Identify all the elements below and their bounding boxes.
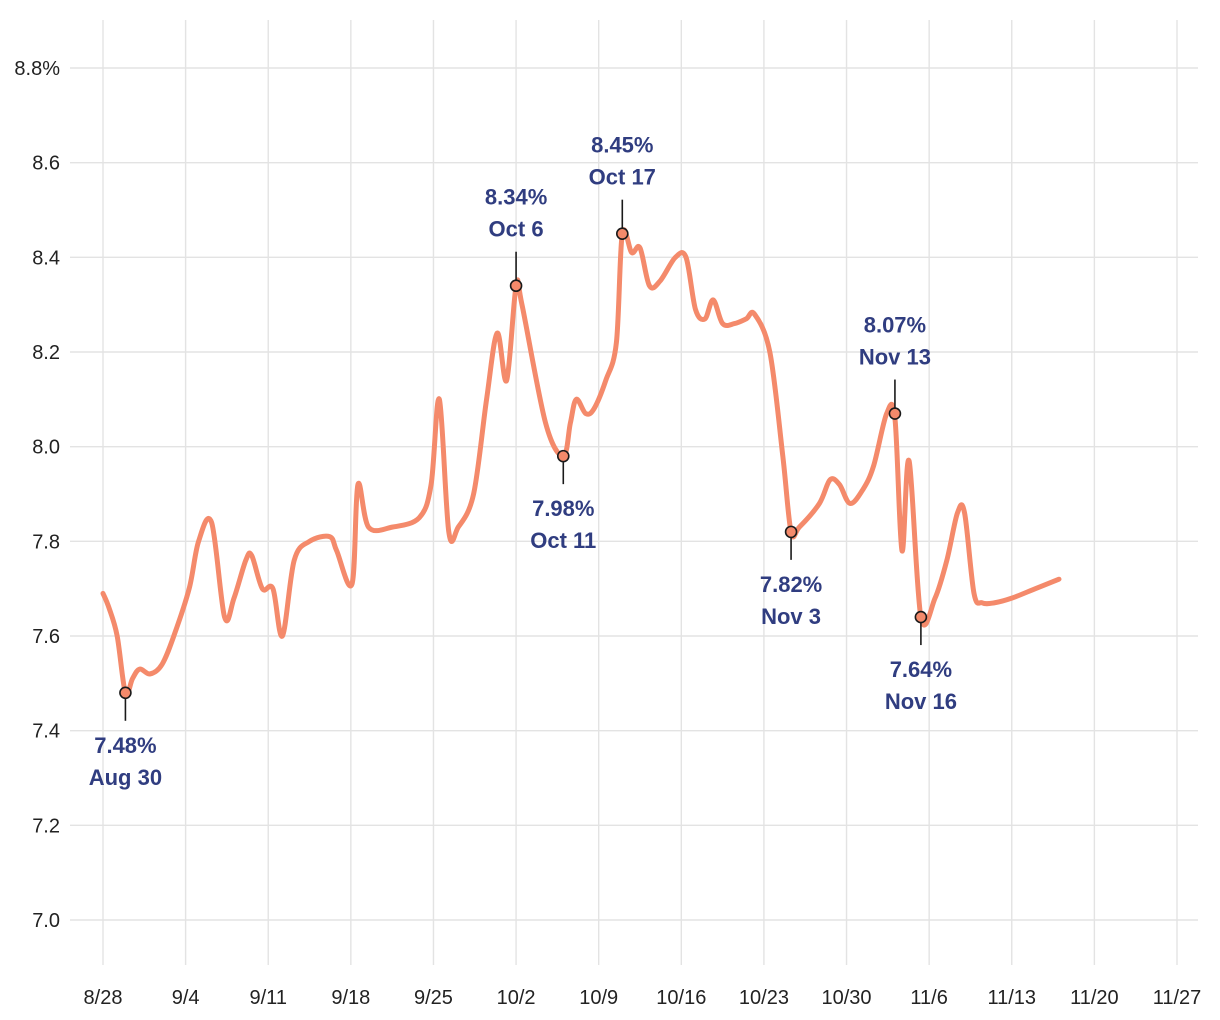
- y-tick-label: 8.8%: [14, 58, 60, 80]
- annotation: 7.82% Nov 3: [760, 525, 822, 629]
- x-tick-label: 10/30: [822, 987, 872, 1009]
- annotation-date: Aug 30: [89, 765, 162, 790]
- annotation-marker: [784, 525, 798, 539]
- x-tick-label: 11/20: [1070, 987, 1119, 1009]
- annotation-marker: [888, 407, 902, 420]
- annotation-value: 7.98%: [532, 496, 594, 521]
- series-line-rate: [100, 227, 1062, 697]
- annotation-marker: [119, 686, 132, 700]
- annotation-marker: [914, 610, 928, 624]
- y-tick-label: 7.2: [32, 815, 60, 837]
- annotation-value: 8.07%: [864, 313, 926, 338]
- annotations: 7.48% Aug 30 8.34% Oct 6 7.98% Oct 11 8.45% Oct…: [89, 133, 957, 790]
- annotation-date: Nov 16: [885, 689, 957, 714]
- y-tick-label: 7.6: [32, 626, 60, 648]
- series-layer: [100, 227, 1062, 697]
- y-tick-label: 8.6: [32, 153, 60, 175]
- x-tick-label: 9/18: [331, 987, 370, 1009]
- x-tick-label: 10/9: [579, 987, 618, 1009]
- annotation: 7.48% Aug 30: [89, 686, 162, 790]
- x-tick-label: 8/28: [84, 987, 123, 1009]
- x-tick-label: 11/27: [1153, 987, 1202, 1009]
- x-tick-label: 11/13: [987, 987, 1036, 1009]
- annotation-value: 7.82%: [760, 572, 822, 597]
- annotation-date: Nov 3: [761, 604, 821, 629]
- y-tick-label: 7.0: [32, 910, 60, 932]
- annotation-marker: [556, 449, 570, 463]
- y-tick-label: 8.0: [32, 437, 60, 459]
- x-tick-label: 9/25: [414, 987, 453, 1009]
- annotation-value: 8.34%: [485, 185, 547, 210]
- annotation-date: Oct 11: [530, 528, 596, 553]
- annotation-value: 7.48%: [94, 733, 156, 758]
- x-tick-label: 10/23: [739, 987, 789, 1009]
- annotation: 7.98% Oct 11: [530, 449, 596, 553]
- y-tick-label: 7.4: [32, 721, 60, 743]
- annotation-date: Oct 17: [589, 165, 656, 190]
- grid-lines: [70, 20, 1198, 965]
- axis-labels: 7.0 7.2 7.4 7.6 7.8 8.0 8.2 8.4 8.6 8.8% 8/28 9/4 9/…: [14, 58, 1201, 1009]
- x-tick-label: 9/11: [250, 987, 287, 1009]
- annotation-value: 7.64%: [890, 657, 952, 682]
- x-tick-label: 11/6: [910, 987, 947, 1009]
- annotation: 8.34% Oct 6: [485, 185, 547, 293]
- y-tick-label: 8.4: [32, 247, 60, 269]
- x-tick-label: 9/4: [172, 987, 200, 1009]
- y-tick-label: 8.2: [32, 342, 60, 364]
- annotation: 8.07% Nov 13: [859, 313, 931, 420]
- x-tick-label: 10/2: [497, 987, 536, 1009]
- annotation-marker: [615, 227, 629, 240]
- annotation: 8.45% Oct 17: [589, 133, 656, 240]
- annotation-date: Nov 13: [859, 345, 931, 370]
- annotation-value: 8.45%: [591, 133, 653, 158]
- annotation-date: Oct 6: [489, 217, 544, 242]
- x-tick-label: 10/16: [656, 987, 706, 1009]
- annotation-marker: [509, 279, 523, 293]
- annotation: 7.64% Nov 16: [885, 610, 957, 714]
- y-tick-label: 7.8: [32, 531, 60, 553]
